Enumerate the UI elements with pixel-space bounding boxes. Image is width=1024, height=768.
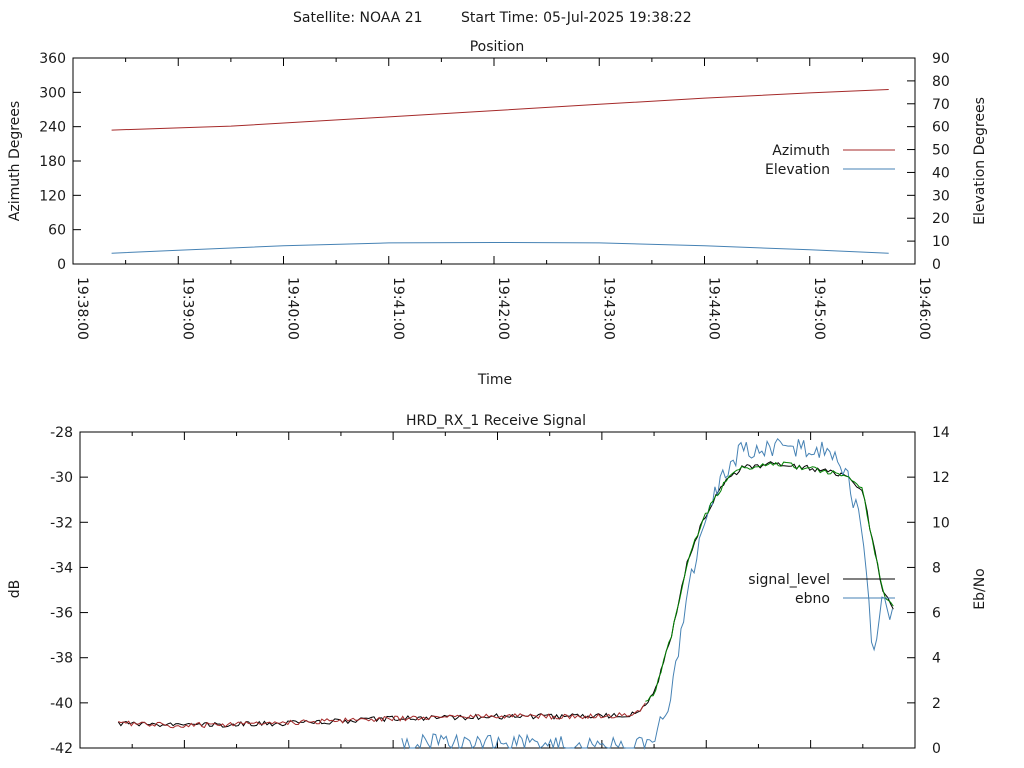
- signal-series-segment-2-line: [645, 461, 894, 702]
- signal-y-tick-label: -42: [50, 741, 73, 757]
- position-y2-tick-label: 80: [932, 74, 950, 90]
- signal-y2-tick-label: 2: [932, 696, 941, 712]
- position-y2-tick-label: 50: [932, 143, 950, 159]
- position-y2-tick-label: 40: [932, 165, 950, 181]
- receive-signal-chart: HRD_RX_1 Receive Signal dB Eb/No -42 -40 -…: [7, 413, 988, 757]
- position-chart: Position Time Azimuth Degrees Elevation …: [7, 39, 988, 388]
- position-y-tick-label: 0: [57, 257, 66, 273]
- position-y-tick-label: 60: [48, 223, 66, 239]
- position-x-tick-label: 19:46:00: [916, 277, 932, 340]
- header-start-time: Start Time: 05-Jul-2025 19:38:22: [461, 10, 692, 26]
- position-y2-tick-label: 0: [932, 257, 941, 273]
- signal-y2-tick-label: 8: [932, 560, 941, 576]
- signal-legend-label: signal_level: [748, 572, 830, 588]
- position-series-elevation-line: [111, 241, 889, 254]
- receive-signal-chart-y2label: Eb/No: [972, 568, 988, 610]
- position-x-tick-label: 19:39:00: [179, 277, 195, 340]
- signal-y-tick-label: -36: [50, 606, 73, 622]
- position-chart-ylabel: Azimuth Degrees: [7, 101, 23, 221]
- signal-y-tick-label: -28: [50, 425, 73, 441]
- position-y-tick-label: 120: [39, 188, 66, 204]
- position-y2-tick-label: 90: [932, 51, 950, 67]
- position-y-tick-label: 300: [39, 85, 66, 101]
- position-plot-frame: [72, 57, 916, 265]
- position-x-tick-label: 19:40:00: [285, 277, 301, 340]
- position-x-tick-label: 19:38:00: [74, 277, 90, 340]
- position-y-tick-label: 360: [39, 51, 66, 67]
- signal-y-tick-label: -32: [50, 515, 73, 531]
- position-chart-y2label: Elevation Degrees: [972, 97, 988, 225]
- position-y2-tick-label: 70: [932, 97, 950, 113]
- position-x-tick-label: 19:45:00: [811, 277, 827, 340]
- signal-y2-tick-label: 6: [932, 606, 941, 622]
- position-y2-tick-label: 20: [932, 211, 950, 227]
- position-x-tick-label: 19:41:00: [390, 277, 406, 340]
- position-x-tick-label: 19:44:00: [706, 277, 722, 340]
- signal-y-tick-label: -38: [50, 651, 73, 667]
- position-y2-tick-label: 10: [932, 234, 950, 250]
- signal-y2-tick-label: 12: [932, 470, 950, 486]
- position-y-tick-label: 180: [39, 154, 66, 170]
- signal-y-tick-label: -34: [50, 560, 73, 576]
- position-y-tick-label: 240: [39, 120, 66, 136]
- position-legend-label: Azimuth: [772, 143, 830, 159]
- signal-y2-tick-label: 4: [932, 651, 941, 667]
- signal-plot-frame: [79, 431, 916, 749]
- receive-signal-chart-title: HRD_RX_1 Receive Signal: [406, 413, 586, 429]
- position-y2-tick-label: 60: [932, 120, 950, 136]
- header-satellite: Satellite: NOAA 21: [293, 10, 423, 26]
- position-series-azimuth-line: [111, 89, 889, 131]
- position-x-tick-label: 19:42:00: [495, 277, 511, 340]
- position-x-tick-label: 19:43:00: [600, 277, 616, 340]
- signal-y2-tick-label: 14: [932, 425, 950, 441]
- receive-signal-chart-ylabel: dB: [7, 580, 23, 599]
- signal-series-ebno-line: [401, 437, 893, 750]
- position-chart-xlabel: Time: [477, 372, 512, 388]
- signal-y2-tick-label: 0: [932, 741, 941, 757]
- signal-y-tick-label: -30: [50, 470, 73, 486]
- signal-y-tick-label: -40: [50, 696, 73, 712]
- signal-y2-tick-label: 10: [932, 515, 950, 531]
- signal-series-signal-level-line: [117, 461, 894, 728]
- position-y2-tick-label: 30: [932, 188, 950, 204]
- signal-series-segment-3-line: [118, 702, 646, 729]
- position-legend-label: Elevation: [765, 162, 830, 178]
- position-chart-title: Position: [470, 39, 525, 55]
- signal-legend-label: ebno: [795, 591, 830, 607]
